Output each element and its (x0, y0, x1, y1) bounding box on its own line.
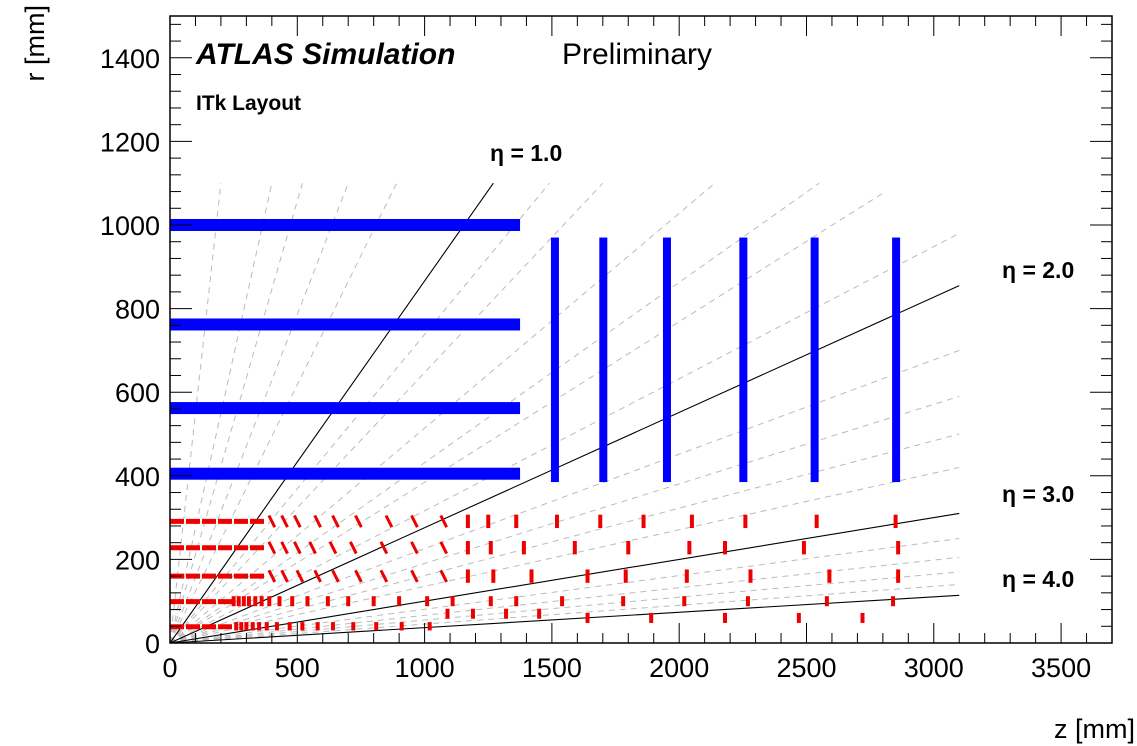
eta-dashed-line (169, 183, 303, 644)
pixel-module (410, 514, 419, 528)
eta-label: η = 1.0 (490, 140, 562, 166)
pixel-module (439, 569, 448, 583)
strip-detector (170, 219, 901, 483)
x-tick-label: 3000 (904, 653, 964, 683)
eta-labels: η = 1.0 η = 2.0 η = 3.0 η = 4.0 (490, 140, 1074, 592)
pixel-module (280, 514, 289, 528)
x-tick-label: 2000 (649, 653, 709, 683)
pixel-module (267, 541, 277, 555)
x-tick-label: 1500 (522, 653, 582, 683)
strip-endcap-disk (810, 237, 819, 483)
eta-dashed-line (169, 583, 960, 644)
pixel-module (313, 569, 322, 583)
eta-dashed-line (169, 395, 960, 644)
y-tick-label: 800 (115, 295, 160, 325)
x-tick-label: 1000 (395, 653, 455, 683)
pixel-module (439, 541, 448, 555)
y-tick-label: 0 (145, 629, 160, 659)
pixel-module (379, 569, 389, 583)
plot-frame (169, 15, 1113, 644)
pixel-module (293, 541, 302, 555)
tick-labels: 0 500 1000 1500 2000 2500 3000 3500 0 200 400 600 80… (100, 44, 1091, 683)
chart-title: ATLAS Simulation (195, 38, 455, 71)
y-tick-label: 600 (115, 378, 160, 408)
eta-label: η = 3.0 (1002, 481, 1074, 507)
y-tick-label: 200 (115, 545, 160, 575)
pixel-module (328, 541, 338, 555)
y-tick-label: 1000 (100, 211, 160, 241)
x-axis-title: z [mm] (1054, 714, 1135, 744)
eta-label: η = 2.0 (1002, 257, 1074, 283)
strip-barrel-layer (170, 402, 521, 415)
y-tick-label: 400 (115, 462, 160, 492)
pixel-module (280, 569, 289, 583)
pixel-module (354, 569, 363, 583)
y-tick-label: 1400 (100, 44, 160, 74)
strip-endcap-disk (892, 237, 901, 483)
pixel-module (293, 514, 302, 528)
pixel-module (354, 514, 363, 528)
pixel-module (331, 514, 340, 528)
pixel-module (384, 514, 394, 528)
pixel-module (280, 541, 289, 555)
eta-dashed-line (169, 191, 886, 644)
eta-dashed-line (169, 349, 960, 644)
eta-dashed-line (169, 433, 960, 644)
strip-endcap-disk (550, 237, 559, 483)
pixel-module (308, 541, 317, 555)
eta-label: η = 4.0 (1002, 566, 1074, 592)
pixel-module (379, 541, 389, 555)
eta-dashed-line (169, 466, 960, 644)
pixel-module (331, 569, 340, 583)
pixel-module (349, 541, 358, 555)
pixel-module (410, 541, 419, 555)
layout-label: ITk Layout (196, 92, 301, 115)
strip-barrel-layer (170, 219, 521, 231)
x-tick-label: 2500 (776, 653, 836, 683)
strip-endcap-disk (599, 237, 608, 483)
strip-barrel-layer (170, 318, 521, 331)
eta-line (169, 594, 960, 644)
x-tick-label: 3500 (1031, 653, 1091, 683)
eta-line (169, 285, 960, 644)
chart-subtitle: Preliminary (562, 38, 712, 71)
y-axis-title: r [mm] (20, 5, 50, 81)
strip-endcap-disk (662, 237, 671, 483)
pixel-module (267, 514, 277, 528)
x-tick-label: 0 (162, 653, 177, 683)
pixel-module (439, 514, 448, 528)
eta-dashed-line (169, 571, 960, 644)
eta-dashed-line (169, 232, 960, 644)
pixel-detector (170, 514, 901, 631)
pixel-module (313, 514, 322, 528)
axes (169, 15, 1113, 644)
y-tick-label: 1200 (100, 127, 160, 157)
strip-endcap-disk (739, 237, 748, 483)
pixel-module (410, 569, 419, 583)
pixel-module (295, 569, 305, 583)
strip-barrel-layer (170, 467, 521, 480)
x-tick-label: 500 (275, 653, 320, 683)
eta-line (169, 512, 960, 644)
pixel-module (267, 569, 277, 583)
